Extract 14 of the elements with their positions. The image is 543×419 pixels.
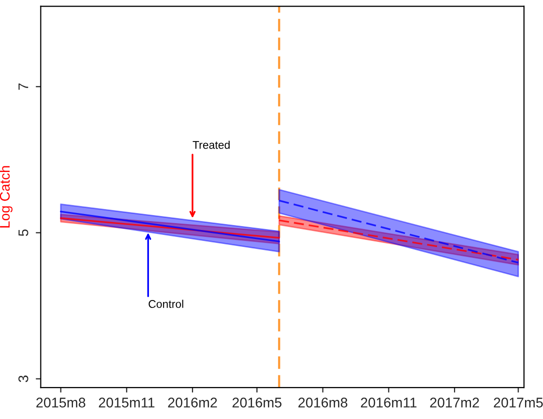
x-tick-label: 2015m8 (36, 398, 86, 408)
y-tick-label: 3 (18, 376, 28, 382)
x-tick-label: 2015m11 (98, 398, 154, 408)
y-tick-label: 7 (18, 83, 28, 90)
y-tick-label: 5 (18, 229, 28, 236)
x-tick-label: 2016m8 (298, 398, 348, 408)
annotation: Treated (192, 140, 230, 149)
y-axis-title: Log Catch (0, 166, 12, 228)
x-tick-label: 2017m5 (494, 398, 543, 408)
x-tick-label: 2016m5 (232, 398, 282, 408)
x-tick-label: 2016m11 (360, 398, 416, 408)
x-tick-label: 2016m2 (168, 398, 217, 408)
annotation: Control (148, 300, 184, 308)
x-tick-label: 2017m2 (430, 398, 479, 408)
